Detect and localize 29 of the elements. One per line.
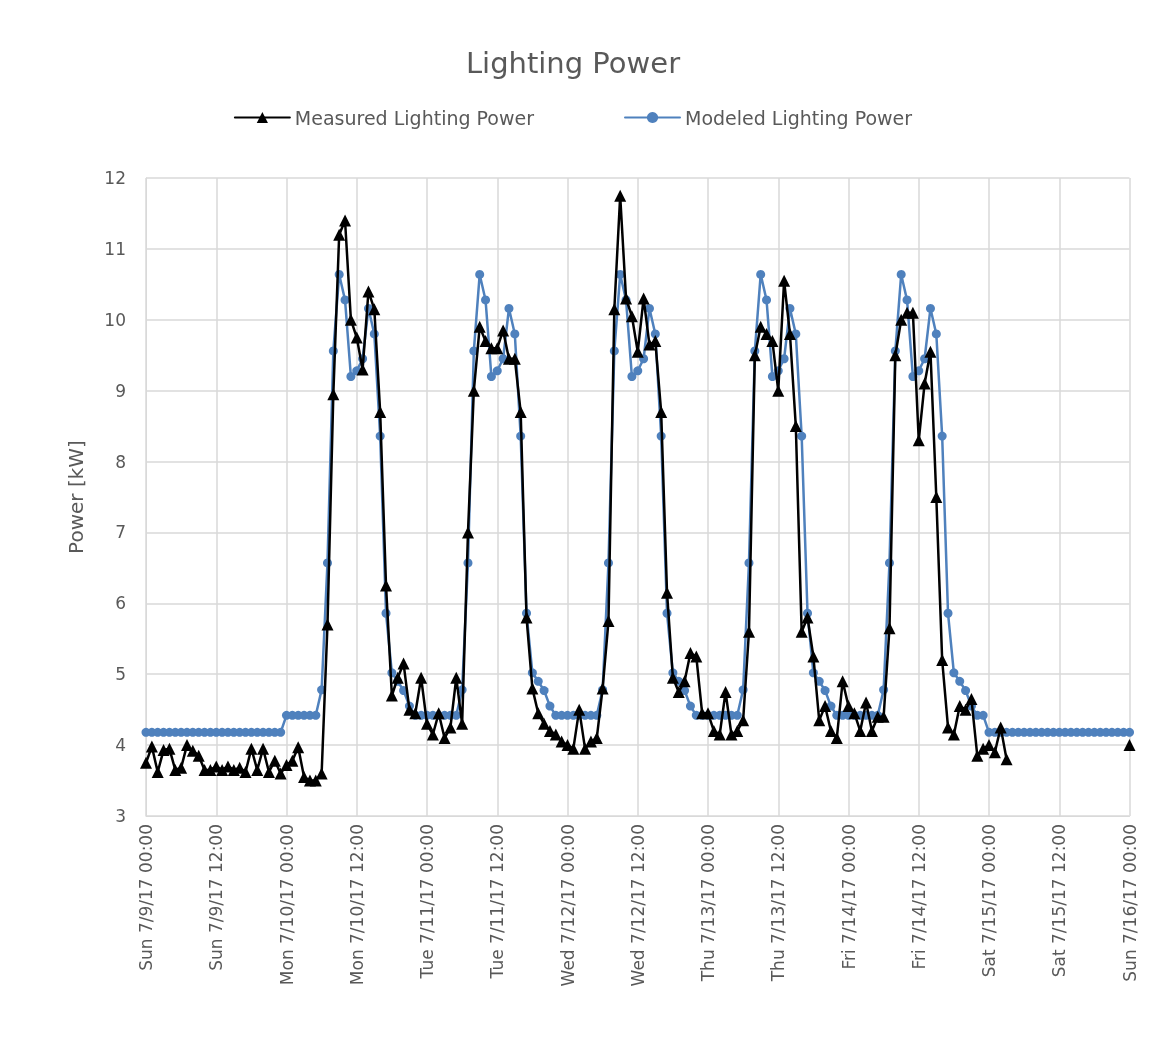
x-tick-label: Fri 7/14/17 00:00 [838, 824, 859, 970]
chart-title: Lighting Power [465, 45, 681, 80]
y-tick-label: 3 [115, 806, 126, 826]
x-tick-label: Tue 7/11/17 00:00 [417, 824, 437, 980]
x-tick-label: Tue 7/11/17 12:00 [487, 824, 508, 980]
legend-label: Modeled Lighting Power [685, 106, 913, 129]
y-tick-label: 10 [104, 309, 126, 330]
y-tick-label: 8 [115, 451, 126, 472]
x-tick-label: Sun 7/16/17 00:00 [1119, 824, 1140, 982]
y-tick-label: 9 [115, 380, 126, 401]
x-tick-label: Sun 7/9/17 12:00 [206, 824, 227, 971]
y-tick-label: 6 [115, 593, 126, 614]
x-tick-label: Sun 7/9/17 00:00 [136, 824, 156, 971]
x-tick-label: Fri 7/14/17 12:00 [908, 824, 929, 970]
x-tick-label: Wed 7/12/17 12:00 [627, 824, 648, 987]
y-tick-label: 7 [115, 522, 126, 543]
x-tick-label: Mon 7/10/17 12:00 [346, 824, 367, 986]
y-tick-label: 4 [115, 735, 126, 756]
legend-label: Measured Lighting Power [294, 106, 535, 129]
x-tick-label: Sat 7/15/17 12:00 [1049, 824, 1070, 978]
x-tick-label: Thu 7/13/17 12:00 [768, 824, 789, 983]
x-tick-label: Thu 7/13/17 00:00 [698, 824, 718, 983]
y-tick-label: 11 [104, 238, 126, 259]
x-tick-label: Wed 7/12/17 00:00 [557, 824, 578, 987]
x-tick-label: Mon 7/10/17 00:00 [276, 824, 297, 986]
y-tick-label: 5 [115, 664, 126, 685]
y-axis-title: Power [kW] [64, 440, 88, 554]
y-tick-label: 12 [104, 168, 126, 188]
x-tick-label: Sat 7/15/17 00:00 [979, 824, 999, 978]
